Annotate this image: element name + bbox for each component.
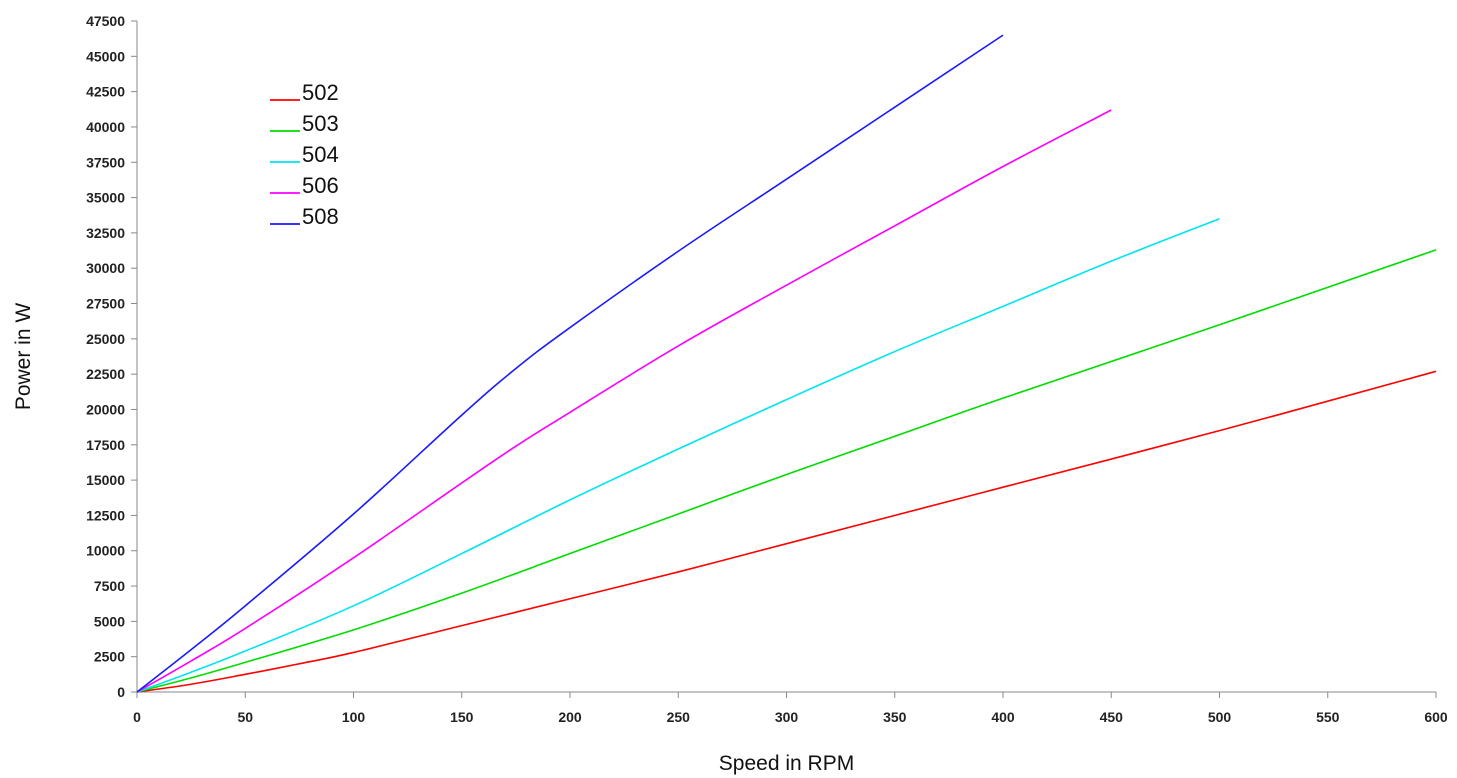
series-line-504 [136,218,1220,693]
x-tick-label: 250 [667,709,691,725]
x-tick-label: 550 [1316,709,1340,725]
y-tick-label: 20000 [86,401,125,417]
series-line-506 [136,109,1112,693]
series-line-508 [136,34,1004,693]
x-tick-label: 600 [1424,709,1448,725]
y-tick-label: 45000 [86,48,125,64]
legend-label-503: 503 [302,111,339,136]
y-tick-label: 10000 [86,543,125,559]
legend-label-506: 506 [302,173,339,198]
x-tick-label: 100 [342,709,366,725]
x-tick-label: 300 [775,709,799,725]
x-axis-title: Speed in RPM [719,752,854,775]
y-tick-label: 42500 [86,84,125,100]
x-tick-label: 350 [883,709,907,725]
y-tick-label: 37500 [86,154,125,170]
legend: 502 503 504 506 508 [270,80,339,229]
y-tick-label: 25000 [86,331,125,347]
y-tick-label: 27500 [86,296,125,312]
y-axis-ticks: 0 2500 5000 7500 10000 12500 15000 17500 20000 22… [86,13,137,700]
y-tick-label: 5000 [94,613,125,629]
legend-label-504: 504 [302,142,339,167]
y-tick-label: 12500 [86,507,125,523]
y-tick-label: 2500 [94,649,125,665]
legend-label-502: 502 [302,80,339,105]
x-tick-label: 400 [991,709,1015,725]
y-tick-label: 47500 [86,13,125,29]
y-tick-label: 35000 [86,190,125,206]
y-tick-label: 7500 [94,578,125,594]
y-axis-title: Power in W [12,303,35,411]
x-tick-label: 150 [450,709,474,725]
x-tick-label: 500 [1208,709,1232,725]
y-tick-label: 0 [117,684,125,700]
y-tick-label: 30000 [86,260,125,276]
y-tick-label: 17500 [86,437,125,453]
legend-label-508: 508 [302,204,339,229]
x-tick-label: 50 [237,709,253,725]
x-tick-label: 450 [1100,709,1124,725]
series-layer [136,34,1437,693]
y-tick-label: 32500 [86,225,125,241]
y-tick-label: 40000 [86,119,125,135]
x-axis-ticks: 0 50 100 150 200 250 300 350 400 450 500 550 600 [133,692,1448,725]
series-line-503 [136,249,1437,693]
x-tick-label: 0 [133,709,141,725]
x-tick-label: 200 [558,709,582,725]
series-line-502 [136,370,1437,693]
y-tick-label: 15000 [86,472,125,488]
y-tick-label: 22500 [86,366,125,382]
